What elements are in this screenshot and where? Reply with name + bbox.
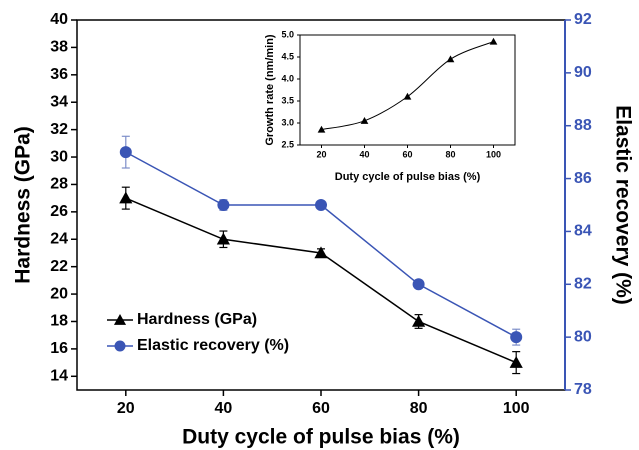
marker — [489, 37, 498, 45]
y-tick-label: 34 — [50, 93, 68, 110]
marker — [314, 246, 328, 259]
y2-tick-label: 80 — [574, 328, 592, 345]
y2-tick-label: 88 — [574, 117, 592, 134]
x-tick-label: 80 — [445, 150, 455, 160]
marker — [119, 191, 133, 204]
y-tick-label: 16 — [50, 340, 68, 357]
marker — [510, 331, 523, 344]
y-tick-label: 5.0 — [281, 29, 294, 39]
y-axis-label: Hardness (GPa) — [12, 126, 35, 284]
y-tick-label: 26 — [50, 203, 68, 220]
marker — [217, 199, 230, 211]
legend-label: Hardness (GPa) — [137, 311, 257, 328]
y-tick-label: 2.5 — [281, 139, 294, 149]
legend-marker — [114, 340, 126, 352]
y2-tick-label: 86 — [574, 170, 592, 187]
y2-tick-label: 90 — [574, 64, 592, 81]
legend-marker — [113, 313, 127, 325]
marker — [412, 278, 425, 291]
series-line — [321, 41, 494, 131]
y2-tick-label: 82 — [574, 276, 592, 293]
x-axis-label: Duty cycle of pulse bias (%) — [182, 426, 460, 449]
y-tick-label: 18 — [50, 313, 68, 330]
y-tick-label: 24 — [50, 230, 68, 247]
y-tick-label: 40 — [50, 11, 68, 28]
x-tick-label: 40 — [215, 400, 233, 417]
x-tick-label: 20 — [316, 150, 326, 160]
marker — [360, 116, 369, 124]
y2-tick-label: 92 — [574, 11, 592, 28]
marker — [509, 355, 523, 368]
y-tick-label: 3.0 — [281, 117, 294, 127]
y2-axis-label: Elastic recovery (%) — [611, 105, 634, 305]
x-tick-label: 60 — [402, 150, 412, 160]
x-axis-label: Duty cycle of pulse bias (%) — [335, 171, 481, 183]
y-tick-label: 22 — [50, 258, 68, 275]
x-tick-label: 100 — [503, 400, 530, 417]
x-tick-label: 40 — [359, 150, 369, 160]
plot-frame — [299, 34, 516, 146]
y-axis-label: Growth rate (nm/min) — [264, 34, 276, 146]
marker — [317, 125, 326, 133]
x-tick-label: 20 — [117, 400, 135, 417]
marker — [446, 55, 455, 63]
y-tick-label: 32 — [50, 121, 68, 138]
y-tick-label: 20 — [50, 285, 68, 302]
marker — [403, 92, 412, 100]
y-tick-label: 28 — [50, 176, 68, 193]
x-tick-label: 80 — [410, 400, 428, 417]
x-tick-label: 60 — [312, 400, 330, 417]
x-tick-label: 100 — [486, 150, 501, 160]
y-tick-label: 14 — [50, 368, 68, 385]
y-tick-label: 4.5 — [281, 51, 294, 61]
legend-label: Elastic recovery (%) — [137, 337, 289, 354]
marker — [315, 199, 327, 211]
marker — [119, 146, 132, 159]
y-tick-label: 36 — [50, 66, 68, 83]
marker — [412, 314, 426, 327]
y-tick-label: 3.5 — [281, 95, 294, 105]
y-tick-label: 30 — [50, 148, 68, 165]
y2-tick-label: 78 — [574, 381, 592, 398]
marker — [216, 232, 230, 245]
y2-tick-label: 84 — [574, 223, 592, 240]
y-tick-label: 4.0 — [281, 73, 294, 83]
y-tick-label: 38 — [50, 39, 68, 56]
